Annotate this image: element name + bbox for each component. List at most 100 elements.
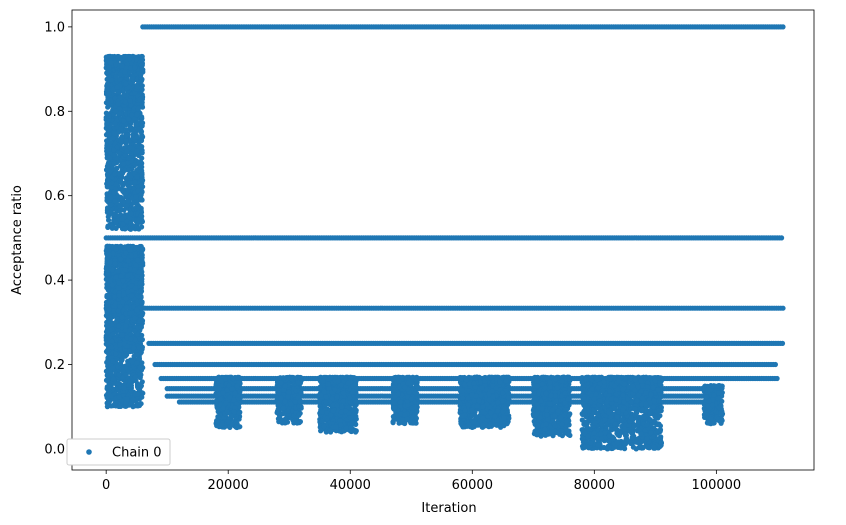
data-point bbox=[134, 148, 140, 154]
data-point bbox=[138, 62, 144, 68]
data-point bbox=[129, 76, 135, 82]
data-point bbox=[139, 123, 145, 129]
data-point bbox=[123, 80, 129, 87]
data-point bbox=[128, 220, 134, 226]
data-point bbox=[110, 376, 116, 382]
data-point bbox=[139, 114, 145, 120]
data-point bbox=[104, 163, 110, 169]
data-point bbox=[115, 101, 121, 107]
data-point bbox=[126, 155, 132, 161]
data-point bbox=[132, 162, 138, 168]
data-point bbox=[772, 361, 779, 368]
data-point bbox=[128, 125, 134, 131]
data-point bbox=[105, 100, 112, 106]
data-point bbox=[106, 131, 112, 138]
data-point bbox=[106, 155, 113, 161]
data-point bbox=[128, 210, 134, 217]
data-point bbox=[104, 120, 110, 126]
data-point bbox=[115, 89, 121, 95]
data-point bbox=[127, 327, 133, 333]
data-point bbox=[132, 179, 138, 185]
data-point bbox=[123, 191, 129, 197]
data-point bbox=[104, 184, 110, 190]
data-point bbox=[131, 345, 137, 351]
data-point bbox=[105, 287, 111, 293]
data-point bbox=[123, 138, 129, 144]
data-point bbox=[138, 195, 144, 201]
data-point bbox=[104, 292, 111, 298]
data-point bbox=[780, 24, 786, 30]
data-point bbox=[123, 203, 130, 209]
data-point bbox=[105, 375, 111, 382]
data-point bbox=[115, 380, 121, 386]
data-point bbox=[110, 135, 116, 141]
data-point bbox=[112, 171, 118, 177]
data-point bbox=[779, 235, 785, 241]
data-point bbox=[124, 132, 130, 138]
data-point bbox=[111, 161, 117, 167]
data-point bbox=[137, 318, 143, 324]
data-point bbox=[118, 178, 124, 185]
data-point bbox=[138, 138, 145, 144]
data-point bbox=[119, 134, 125, 140]
data-point bbox=[104, 146, 110, 152]
data-point bbox=[117, 56, 123, 62]
data-point bbox=[139, 394, 145, 400]
data-point bbox=[109, 365, 116, 371]
data-point bbox=[116, 171, 123, 177]
data-point bbox=[114, 84, 120, 90]
data-point bbox=[118, 126, 124, 132]
data-point bbox=[135, 187, 141, 194]
data-point bbox=[780, 305, 786, 311]
data-point bbox=[128, 102, 134, 108]
data-point bbox=[140, 67, 146, 73]
data-point bbox=[139, 224, 145, 230]
data-point bbox=[127, 98, 133, 104]
data-point bbox=[113, 219, 119, 225]
data-point bbox=[118, 139, 124, 145]
data-point bbox=[125, 116, 132, 122]
data-point bbox=[774, 375, 780, 382]
data-point bbox=[139, 54, 145, 60]
data-point bbox=[138, 182, 144, 188]
data-point bbox=[113, 181, 119, 188]
data-point bbox=[116, 150, 122, 156]
data-point bbox=[128, 226, 134, 232]
data-point bbox=[122, 69, 128, 75]
data-point bbox=[137, 96, 143, 102]
data-point bbox=[124, 148, 130, 154]
data-point bbox=[139, 171, 145, 177]
data-point bbox=[127, 56, 133, 62]
data-point bbox=[107, 195, 114, 201]
data-point bbox=[138, 72, 144, 78]
data-point bbox=[132, 64, 138, 71]
data-point bbox=[139, 178, 145, 184]
data-point bbox=[104, 172, 111, 178]
data-point bbox=[135, 217, 142, 224]
data-point bbox=[134, 111, 140, 118]
data-point bbox=[135, 205, 141, 211]
data-point bbox=[138, 212, 144, 219]
data-point bbox=[119, 63, 125, 69]
data-point bbox=[121, 118, 127, 124]
data-points bbox=[103, 24, 786, 452]
data-point bbox=[117, 208, 123, 214]
data-point bbox=[107, 209, 113, 215]
data-point bbox=[112, 198, 118, 204]
data-point bbox=[133, 194, 139, 200]
data-point bbox=[106, 113, 112, 119]
data-point bbox=[134, 84, 140, 90]
data-point bbox=[106, 91, 112, 97]
data-point bbox=[126, 184, 132, 190]
data-point bbox=[126, 167, 132, 173]
data-point bbox=[112, 152, 118, 158]
data-point bbox=[120, 161, 127, 167]
data-point bbox=[104, 81, 111, 87]
data-point bbox=[106, 64, 112, 70]
data-point bbox=[113, 73, 119, 80]
data-point bbox=[120, 221, 126, 227]
data-point bbox=[111, 147, 117, 153]
data-point bbox=[134, 134, 140, 140]
data-point bbox=[134, 174, 140, 180]
